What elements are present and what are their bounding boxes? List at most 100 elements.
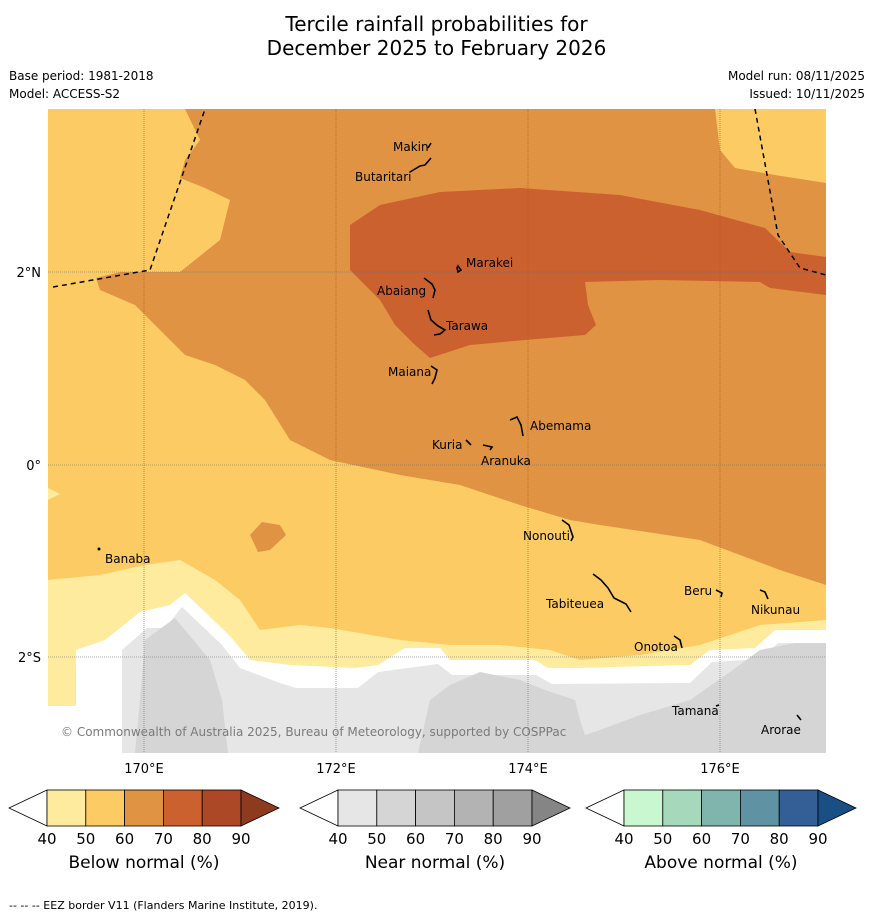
colorbar-below-tick: 50: [76, 830, 95, 848]
colorbar-below-tick: 60: [115, 830, 134, 848]
meta-left: Base period: 1981-2018 Model: ACCESS-S2: [9, 67, 154, 103]
lon-label-172e: 172°E: [316, 762, 356, 777]
colorbar-near-tick: 70: [445, 830, 464, 848]
copyright-notice: © Commonwealth of Australia 2025, Bureau…: [61, 725, 566, 739]
colorbar-above-segment: [662, 789, 702, 827]
label-maiana: Maiana: [388, 365, 431, 379]
label-banaba: Banaba: [105, 552, 151, 566]
island-abemama: [509, 415, 524, 437]
lon-label-176e: 176°E: [700, 762, 740, 777]
colorbar-near-segment: [492, 789, 533, 827]
label-tabiteuea: Tabiteuea: [545, 597, 604, 611]
label-nikunau: Nikunau: [751, 603, 800, 617]
colorbar-above-under: [585, 789, 625, 827]
island-aranuka: [482, 444, 494, 451]
island-abaiang: [423, 277, 436, 299]
colorbar-above-tick: 80: [770, 830, 789, 848]
island-arorae: [796, 714, 802, 721]
colorbar-label-near: Near normal (%): [364, 853, 506, 873]
island-kuria: [465, 439, 472, 446]
colorbar-label-above: Above normal (%): [644, 853, 798, 873]
colorbar-below-segment: [85, 789, 126, 827]
islands: [97, 142, 802, 721]
colorbar-below: 40 50 60 70 80 90: [8, 789, 280, 848]
place-labels: Makin Butaritari Marakei Abaiang Tarawa …: [105, 140, 801, 737]
model-run: Model run: 08/11/2025: [727, 69, 865, 83]
label-abaiang: Abaiang: [377, 284, 426, 298]
colorbar-below-tick: 90: [231, 830, 250, 848]
colorbar-below-segment: [201, 789, 242, 827]
region-below-60-70-blob: [250, 522, 286, 552]
colorbar-above-tick: 70: [731, 830, 750, 848]
issued-date: Issued: 10/11/2025: [749, 87, 865, 101]
colorbar-below-under: [8, 789, 48, 827]
colorbar-above-segment: [701, 789, 741, 827]
label-beru: Beru: [684, 584, 712, 598]
colorbar-near-tick: 80: [484, 830, 503, 848]
title-line-1: Tercile rainfall probabilities for: [285, 12, 588, 36]
colorbar-near-segment: [415, 789, 455, 827]
colorbar-near: 40 50 60 70 80 90: [299, 789, 571, 848]
eez-border: [52, 109, 826, 288]
colorbar-label-below: Below normal (%): [68, 853, 220, 873]
colorbar-below-tick: 70: [154, 830, 173, 848]
island-beru: [715, 589, 723, 598]
colorbar-above-tick: 50: [653, 830, 672, 848]
colorbar-near-segment: [376, 789, 416, 827]
colorbar-near-tick: 40: [328, 830, 347, 848]
base-period: Base period: 1981-2018: [9, 69, 154, 83]
lon-label-174e: 174°E: [508, 762, 548, 777]
island-maiana: [430, 365, 438, 385]
meta-right: Model run: 08/11/2025 Issued: 10/11/2025: [728, 67, 865, 103]
label-kuria: Kuria: [432, 438, 463, 452]
lat-label-2s: 2°S: [18, 651, 41, 666]
colorbar-above-segment: [623, 789, 664, 827]
colorbar-above-tick: 40: [614, 830, 633, 848]
colorbar-above-segment: [740, 789, 780, 827]
axis-labels: 2°N 0° 2°S 170°E 172°E 174°E 176°E: [17, 266, 740, 777]
label-tamana: Tamana: [671, 704, 719, 718]
island-butaritari: [409, 157, 432, 173]
colorbar-near-tick: 50: [367, 830, 386, 848]
title-line-2: December 2025 to February 2026: [266, 36, 607, 60]
colorbar-above-tick: 60: [692, 830, 711, 848]
island-onotoa: [673, 635, 683, 649]
colorbar-near-tick: 90: [522, 830, 541, 848]
colorbar-below-segment: [46, 789, 87, 827]
colorbar-above-tick: 90: [808, 830, 827, 848]
colorbar-below-over: [240, 789, 280, 827]
map-plot-area: Makin Butaritari Marakei Abaiang Tarawa …: [48, 109, 826, 753]
region-below-70-80: [350, 188, 826, 358]
region-near-40-50: [48, 607, 826, 753]
island-tamana: [715, 704, 720, 707]
label-butaritari: Butaritari: [355, 170, 412, 184]
colorbar-below-segment: [162, 789, 203, 827]
colorbars: 40 50 60 70 80 90 40 50 60 70 80 90 40 50 60 70 80 90: [8, 789, 857, 848]
map-title: Tercile rainfall probabilities for Decem…: [0, 12, 873, 60]
model-name: Model: ACCESS-S2: [9, 87, 121, 101]
lat-label-0: 0°: [26, 459, 41, 474]
colorbar-above-over: [817, 789, 857, 827]
colorbar-near-under: [299, 789, 339, 827]
colorbar-below-tick: 80: [193, 830, 212, 848]
island-tabiteuea: [592, 573, 632, 613]
colorbar-near-over: [531, 789, 571, 827]
colorbar-near-segment: [453, 789, 494, 827]
lat-label-2n: 2°N: [17, 266, 42, 281]
island-nonouti: [561, 519, 574, 542]
lon-label-170e: 170°E: [124, 762, 164, 777]
colorbar-below-tick: 40: [37, 830, 56, 848]
label-marakei: Marakei: [466, 256, 513, 270]
colorbar-above: 40 50 60 70 80 90: [585, 789, 857, 848]
colorbar-near-segment: [337, 789, 378, 827]
label-tarawa: Tarawa: [445, 319, 488, 333]
island-banaba: [97, 547, 101, 551]
colorbar-near-tick: 60: [406, 830, 425, 848]
label-makin: Makin: [393, 140, 429, 154]
region-below-40-50-edge: [48, 488, 60, 500]
colorbar-below-segment: [124, 789, 164, 827]
region-near-50-60: [135, 618, 826, 753]
island-makin: [427, 142, 432, 149]
island-marakei: [456, 264, 463, 274]
